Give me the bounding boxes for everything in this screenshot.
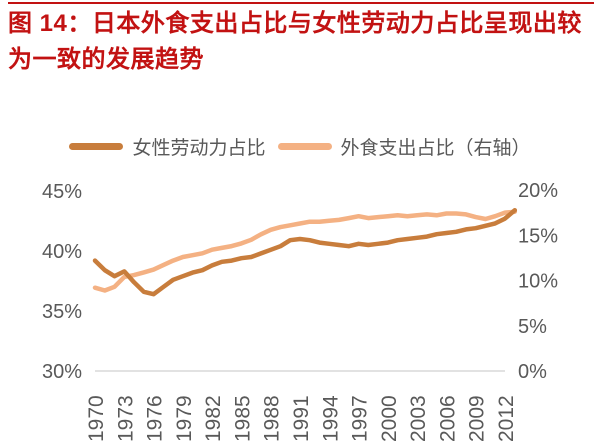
x-axis-tick: 2009	[466, 395, 489, 442]
left-axis-tick: 40%	[42, 241, 82, 263]
right-axis-tick: 0%	[518, 361, 547, 383]
female-labor-line	[92, 207, 518, 297]
x-axis-tick: 2012	[495, 395, 518, 442]
x-axis-tick: 1991	[290, 395, 313, 442]
x-axis-tick: 1985	[231, 395, 254, 442]
right-axis-tick: 5%	[518, 316, 547, 338]
right-axis-tick: 15%	[518, 225, 558, 247]
legend-item-1: 外食支出占比（右轴）	[277, 133, 531, 160]
left-axis-tick: 45%	[42, 181, 82, 203]
right-axis-tick: 20%	[518, 180, 558, 202]
legend-label-1: 外食支出占比（右轴）	[340, 138, 531, 159]
left-axis-tick: 35%	[42, 301, 82, 323]
x-axis-tick: 1970	[85, 395, 108, 442]
x-axis-tick: 2006	[436, 395, 459, 442]
x-axis-tick: 1979	[173, 395, 196, 442]
chart-legend: 女性劳动力占比 外食支出占比（右轴）	[0, 133, 600, 160]
legend-swatch-0	[69, 143, 124, 150]
legend-label-0: 女性劳动力占比	[132, 138, 266, 159]
dining-out-line	[92, 209, 518, 293]
title-rule	[8, 2, 594, 4]
right-axis-tick: 10%	[518, 271, 558, 293]
dual-axis-line-chart: 45% 40% 35% 30% 20% 15% 10% 5% 0% 1970 1973 1976 197…	[42, 180, 558, 442]
x-axis-tick: 1997	[349, 395, 372, 442]
legend-swatch-1	[277, 143, 332, 150]
x-axis-tick: 2000	[378, 395, 401, 442]
left-axis-tick: 30%	[42, 361, 82, 383]
figure-title: 图 14：日本外食支出占比与女性劳动力占比呈现出较为一致的发展趋势	[8, 10, 582, 73]
x-axis-tick: 1976	[144, 395, 167, 442]
x-axis-tick: 1973	[114, 395, 137, 442]
x-axis-tick: 1988	[261, 395, 284, 442]
x-axis-tick: 1982	[202, 395, 225, 442]
x-axis-tick: 2003	[407, 395, 430, 442]
x-axis-tick: 1994	[319, 395, 342, 442]
legend-item-0: 女性劳动力占比	[69, 133, 266, 160]
